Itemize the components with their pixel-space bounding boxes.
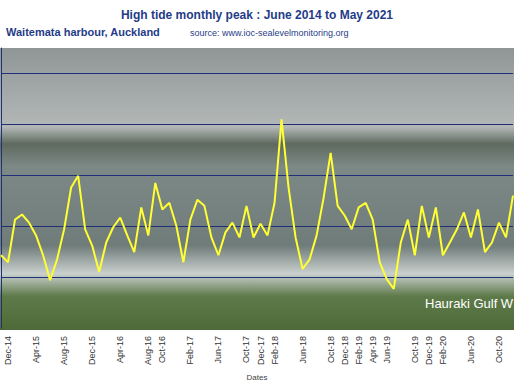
svg-text:Jun-19: Jun-19 [382, 336, 392, 364]
svg-text:Oct-19: Oct-19 [410, 336, 420, 363]
svg-text:Aug-16: Aug-16 [143, 336, 153, 365]
svg-text:Feb-20: Feb-20 [438, 336, 448, 365]
svg-text:Aug-15: Aug-15 [59, 336, 69, 365]
svg-text:Oct-16: Oct-16 [157, 336, 167, 363]
svg-text:Dec-17: Dec-17 [256, 336, 266, 365]
svg-text:Apr-16: Apr-16 [115, 336, 125, 363]
svg-text:Oct-18: Oct-18 [326, 336, 336, 363]
svg-text:Waitemata harbour, Auckland: Waitemata harbour, Auckland [6, 26, 160, 38]
svg-text:Jun-18: Jun-18 [298, 336, 308, 364]
svg-text:Feb-18: Feb-18 [270, 336, 280, 365]
svg-text:Jun-17: Jun-17 [213, 336, 223, 364]
svg-text:Feb-17: Feb-17 [185, 336, 195, 365]
svg-text:High tide monthly peak : June: High tide monthly peak : June 2014 to Ma… [121, 8, 393, 22]
svg-text:Hauraki Gulf W: Hauraki Gulf W [425, 296, 514, 311]
svg-text:source: www.ioc-sealevelmonito: source: www.ioc-sealevelmonitoring.org [190, 28, 349, 38]
svg-text:Dec-14: Dec-14 [3, 336, 13, 365]
svg-text:Apr-15: Apr-15 [31, 336, 41, 363]
svg-text:Feb-19: Feb-19 [354, 336, 364, 365]
svg-text:Oct-20: Oct-20 [494, 336, 504, 363]
svg-text:Jun-20: Jun-20 [466, 336, 476, 364]
svg-text:Oct-17: Oct-17 [241, 336, 251, 363]
svg-text:Dec-19: Dec-19 [424, 336, 434, 365]
svg-text:Apr-19: Apr-19 [368, 336, 378, 363]
svg-text:Dec-18: Dec-18 [340, 336, 350, 365]
svg-text:Dec-15: Dec-15 [87, 336, 97, 365]
svg-text:Dates: Dates [247, 373, 268, 382]
